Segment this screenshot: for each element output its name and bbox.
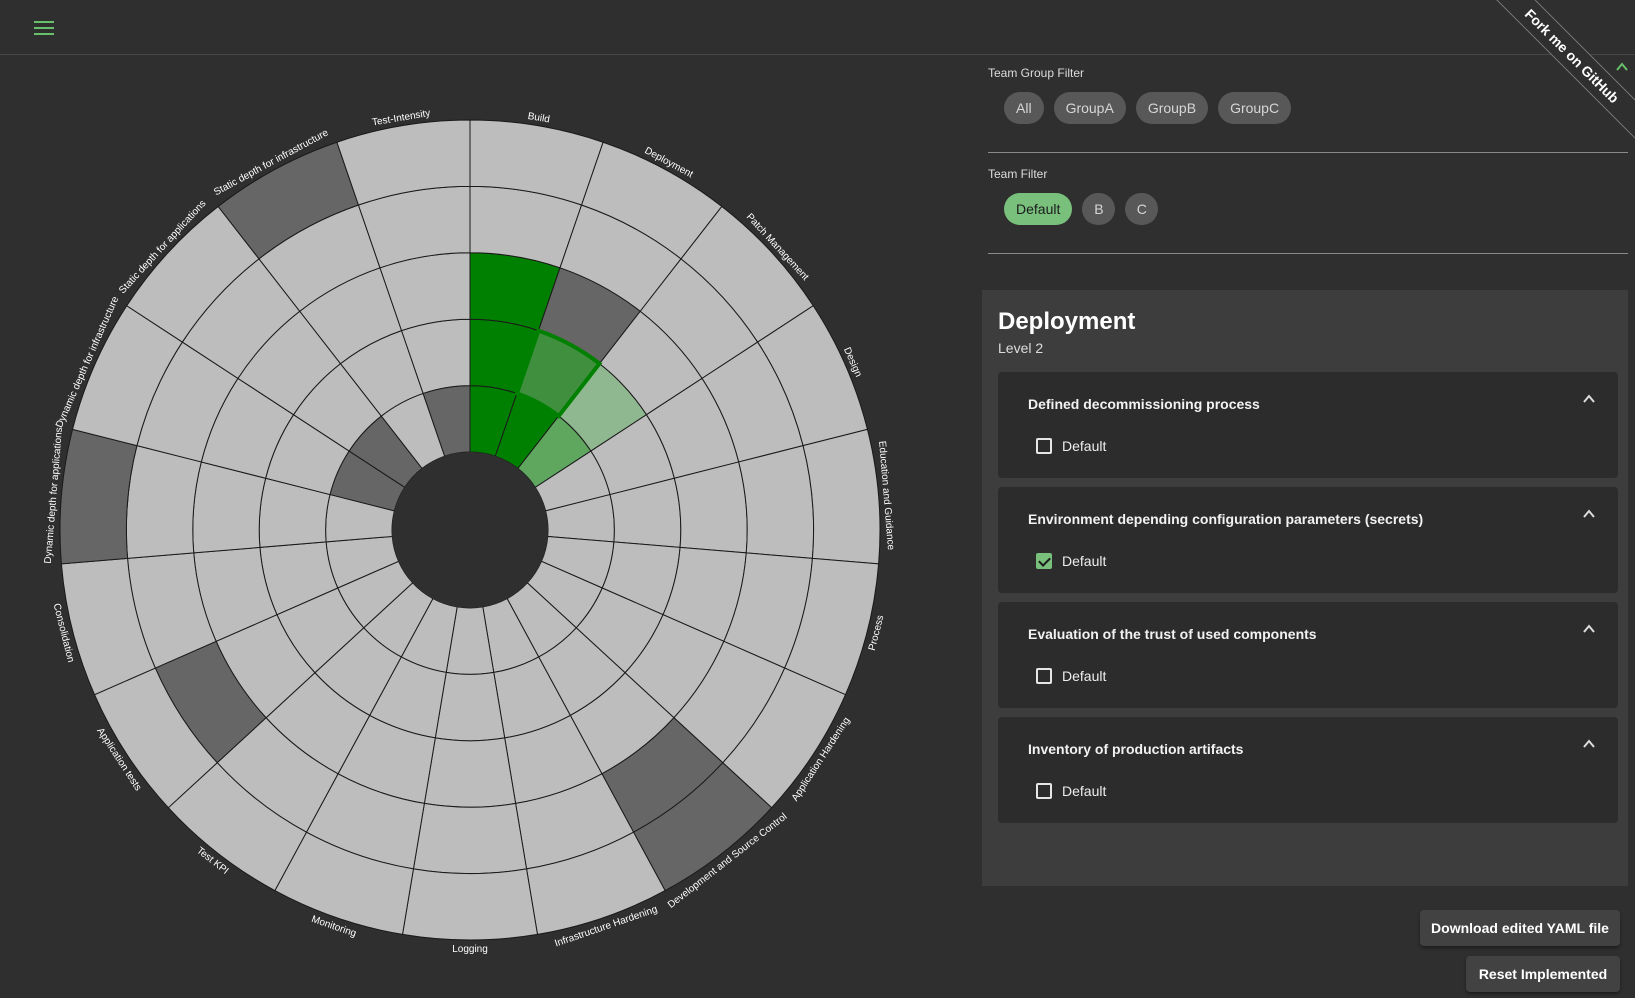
chip-group-a[interactable]: GroupA (1053, 92, 1126, 124)
reset-implemented-button[interactable]: Reset Implemented (1466, 956, 1620, 992)
chevron-up-icon[interactable] (1582, 392, 1596, 406)
team-filter-label: Team Filter (988, 167, 1048, 181)
activity-panel[interactable]: Inventory of production artifacts Defaul… (998, 717, 1618, 823)
chip-c[interactable]: C (1125, 193, 1159, 225)
activity-panel[interactable]: Evaluation of the trust of used componen… (998, 602, 1618, 708)
chevron-up-icon[interactable] (1582, 622, 1596, 636)
checkbox-checked[interactable] (1036, 553, 1052, 569)
activity-panel[interactable]: Defined decommissioning process Default (998, 372, 1618, 478)
activity-panel[interactable]: Environment depending configuration para… (998, 487, 1618, 593)
heatmap-cell[interactable] (423, 737, 517, 808)
dimension-label: Logging (452, 944, 488, 955)
chip-b[interactable]: B (1082, 193, 1116, 225)
team-chips: Default B C (988, 183, 1628, 243)
selected-cell-outline (514, 328, 603, 419)
chevron-up-icon[interactable] (1615, 60, 1629, 77)
divider (988, 253, 1628, 254)
activity-title: Defined decommissioning process (1028, 396, 1260, 412)
activity-title: Environment depending configuration para… (1028, 511, 1424, 527)
chip-default[interactable]: Default (1004, 193, 1073, 225)
team-checkbox-row[interactable]: Default (1036, 668, 1106, 684)
filter-panel: Team Group Filter All GroupA GroupB Grou… (988, 56, 1628, 268)
checkbox-label: Default (1062, 668, 1107, 684)
team-checkbox-row[interactable]: Default (1036, 553, 1106, 569)
heatmap-cell[interactable] (738, 445, 815, 559)
dimension-title: Deployment (998, 308, 1136, 335)
heatmap-cell[interactable] (401, 868, 539, 941)
heatmap-cell[interactable] (412, 802, 528, 875)
team-group-chips: All GroupA GroupB GroupC (988, 82, 1628, 142)
activity-title: Evaluation of the trust of used componen… (1028, 626, 1317, 642)
heatmap-cell[interactable] (434, 671, 506, 742)
heatmap-cell[interactable] (125, 445, 202, 559)
team-checkbox-row[interactable]: Default (1036, 438, 1106, 454)
team-group-filter-label: Team Group Filter (988, 66, 1085, 80)
download-yaml-button[interactable]: Download edited YAML file (1420, 910, 1620, 946)
checkbox-label: Default (1062, 783, 1107, 799)
chart-center (392, 452, 548, 608)
chevron-up-icon[interactable] (1582, 737, 1596, 751)
level-subtitle: Level 2 (998, 340, 1044, 356)
heatmap-cell[interactable] (336, 119, 471, 206)
checkbox[interactable] (1036, 783, 1052, 799)
checkbox-label: Default (1062, 553, 1107, 569)
activity-title: Inventory of production artifacts (1028, 741, 1244, 757)
dimension-label: Build (527, 111, 551, 126)
team-checkbox-row[interactable]: Default (1036, 783, 1106, 799)
activity-details-card: Deployment Level 2 Defined decommissioni… (982, 290, 1628, 886)
checkbox-label: Default (1062, 438, 1107, 454)
heatmap-cell[interactable] (59, 428, 138, 565)
divider (988, 152, 1628, 153)
checkbox[interactable] (1036, 668, 1052, 684)
menu-button[interactable] (30, 14, 58, 42)
chip-group-c[interactable]: GroupC (1218, 92, 1292, 124)
chevron-up-icon[interactable] (1582, 507, 1596, 521)
top-app-bar (0, 0, 1635, 55)
chip-group-b[interactable]: GroupB (1135, 92, 1209, 124)
hamburger-menu-icon (34, 21, 54, 35)
heatmap-cell[interactable] (673, 461, 748, 554)
checkbox[interactable] (1036, 438, 1052, 454)
chip-all[interactable]: All (1004, 92, 1044, 124)
heatmap-cell[interactable] (802, 428, 881, 565)
